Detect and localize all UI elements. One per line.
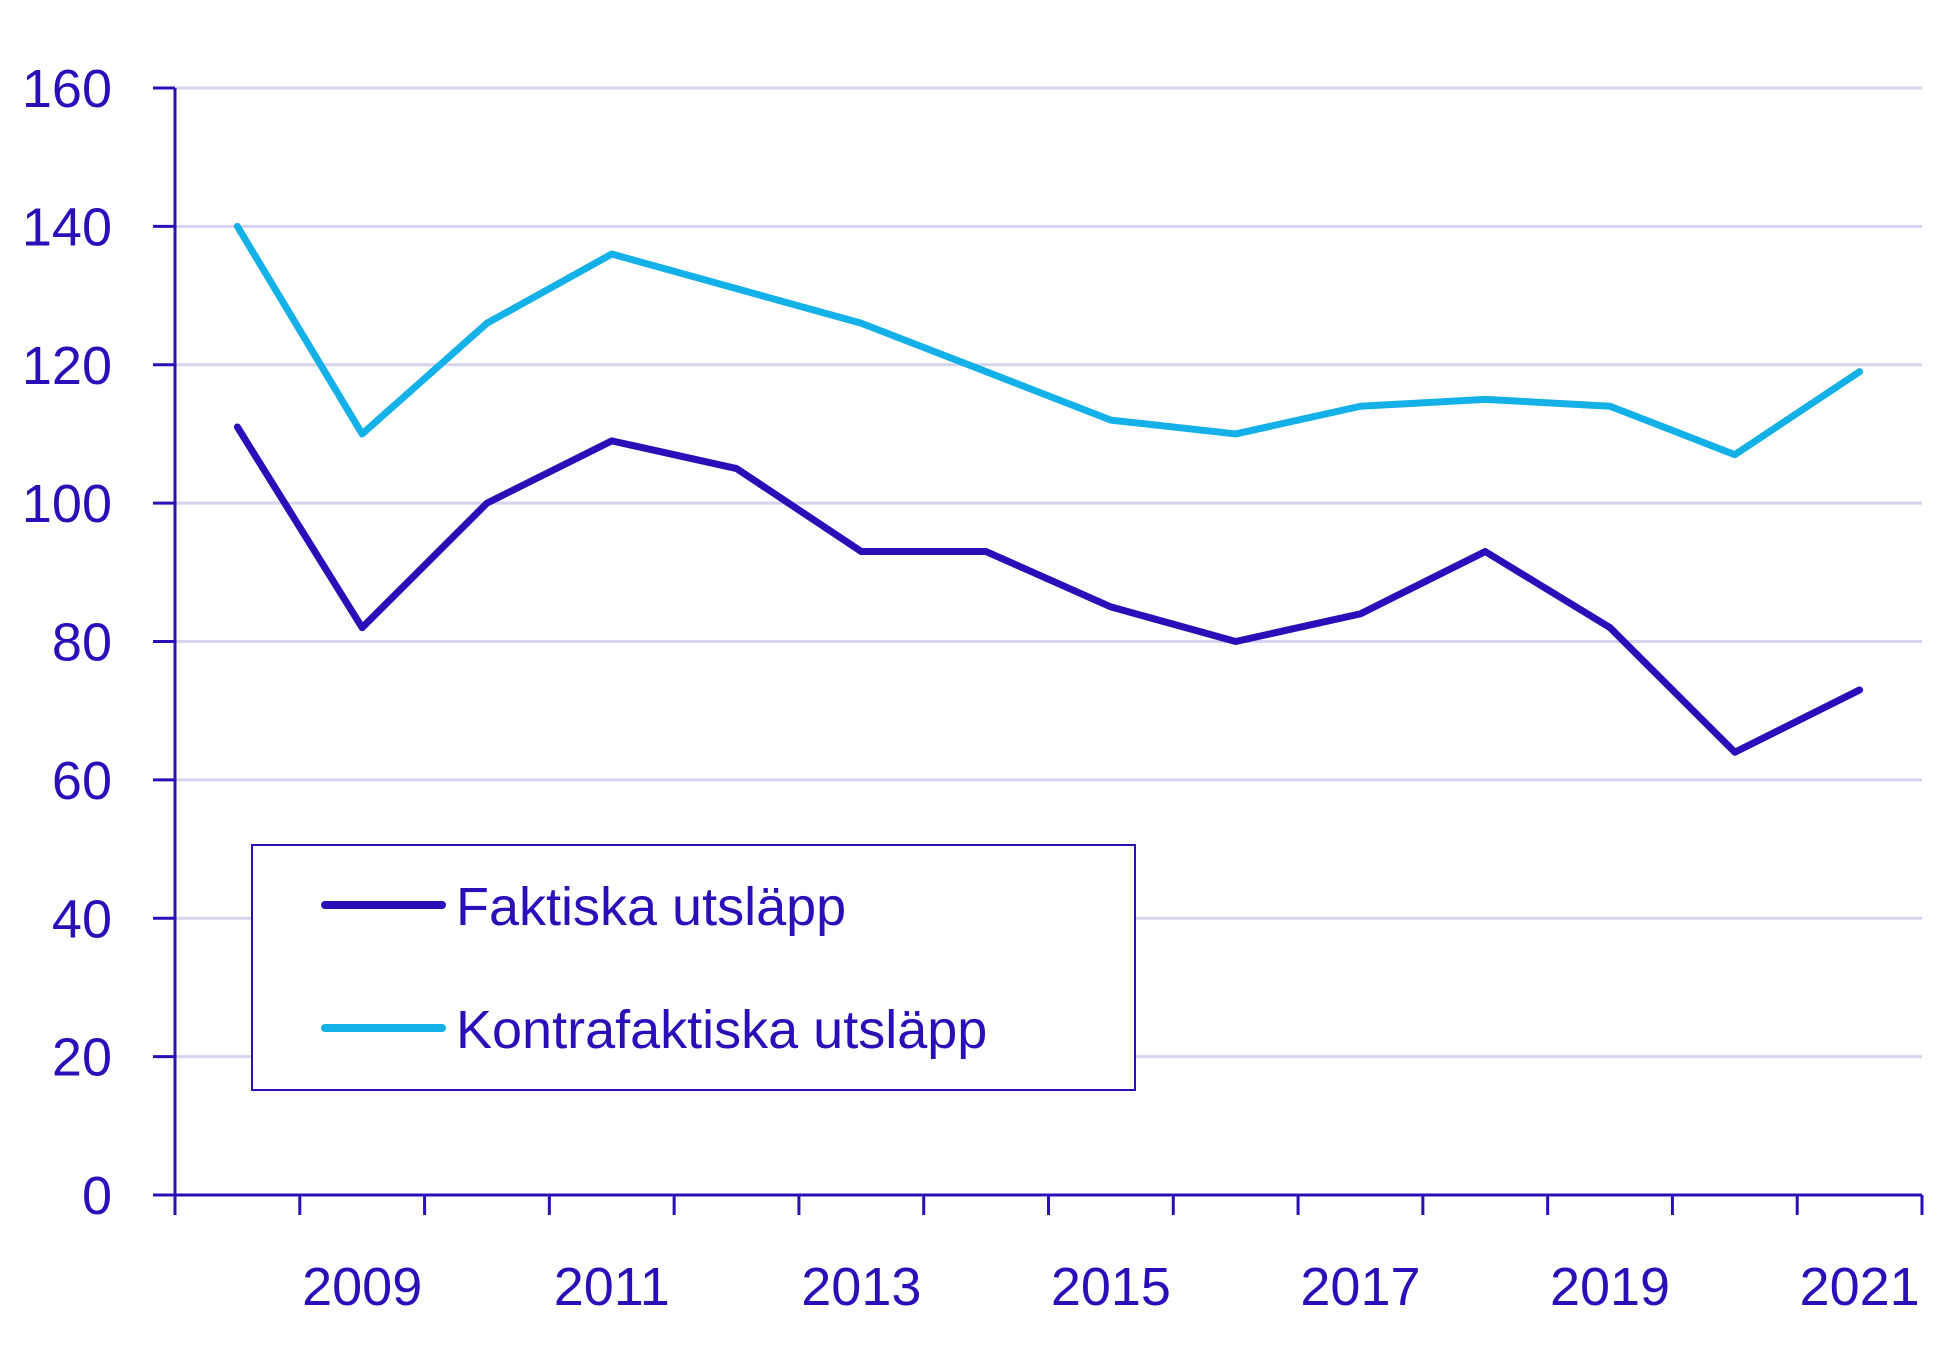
- series-line-kontrafaktiska: [233, 222, 1864, 459]
- series-lines: [233, 222, 1864, 756]
- legend-box: [251, 844, 1136, 1091]
- x-tick-label-2013: 2013: [801, 1257, 921, 1317]
- y-tick-label-0: 0: [82, 1166, 112, 1226]
- y-tick-label-80: 80: [52, 613, 112, 673]
- axes: [153, 86, 1924, 1215]
- legend: Faktiska utsläpp Kontrafaktiska utsläpp: [251, 844, 1136, 1091]
- x-tick-label-2011: 2011: [554, 1257, 670, 1317]
- y-tick-label-120: 120: [22, 336, 112, 396]
- tick-labels: 0 20 40 60 80 100 120 140 160 2009 2011 2013 2015 201…: [22, 59, 1920, 1317]
- y-tick-label-40: 40: [52, 889, 112, 949]
- x-tick-label-2019: 2019: [1550, 1257, 1670, 1317]
- x-tick-label-2015: 2015: [1051, 1257, 1171, 1317]
- legend-label-kontrafaktiska: Kontrafaktiska utsläpp: [456, 1000, 987, 1060]
- x-tick-label-2017: 2017: [1300, 1257, 1420, 1317]
- y-tick-label-160: 160: [22, 59, 112, 119]
- y-tick-label-140: 140: [22, 197, 112, 257]
- y-tick-label-100: 100: [22, 474, 112, 534]
- x-tick-label-2009: 2009: [302, 1257, 422, 1317]
- legend-label-faktiska: Faktiska utsläpp: [456, 877, 846, 937]
- x-tick-label-2021: 2021: [1800, 1257, 1920, 1317]
- y-tick-label-20: 20: [52, 1028, 112, 1088]
- y-tick-label-60: 60: [52, 751, 112, 811]
- series-line-faktiska: [233, 423, 1864, 756]
